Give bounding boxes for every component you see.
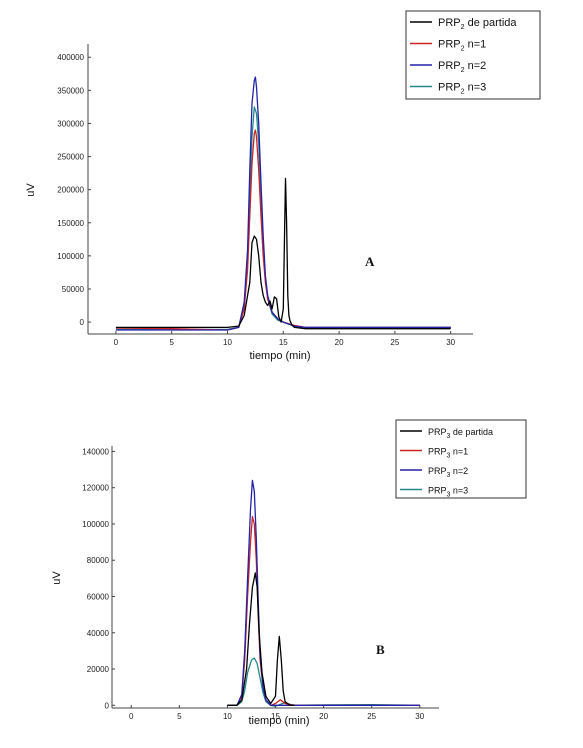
y-tick-label: 80000: [87, 556, 110, 565]
series-line-n2: [227, 479, 420, 706]
y-tick-label: 40000: [87, 629, 110, 638]
legend-entry: PRP3 n=3: [428, 486, 468, 499]
x-tick-label: 5: [169, 338, 174, 347]
x-tick-label: 20: [335, 338, 344, 347]
legend-entry: PRP2 n=1: [438, 39, 486, 53]
series-line-n3: [227, 657, 420, 707]
legend: PRP3 de partida PRP3 n=1 PRP3 n=2 PRP3 n=3: [395, 419, 527, 499]
x-axis-label: tiempo (min): [248, 715, 309, 727]
y-tick-label: 60000: [87, 592, 110, 601]
legend-entry: PRP2 n=3: [438, 82, 486, 96]
y-tick-label: 400000: [57, 53, 84, 62]
y-tick-label: 100000: [82, 520, 109, 529]
y-tick-label: 20000: [87, 665, 110, 674]
panel-letter: B: [376, 642, 385, 657]
legend-entry: PRP3 n=1: [428, 447, 468, 460]
y-tick-label: 300000: [57, 119, 84, 128]
legend-entry: PRP2 de partida: [438, 17, 517, 31]
y-tick-label: 50000: [62, 285, 85, 294]
x-tick-label: 25: [367, 712, 376, 721]
legend-box: [395, 419, 527, 499]
y-axis-label: uV: [51, 571, 63, 585]
series-line-de-partida: [115, 177, 451, 330]
x-tick-label: 5: [177, 712, 182, 721]
x-tick-label: 0: [114, 338, 119, 347]
y-tick-label: 350000: [57, 86, 84, 95]
y-tick-label: 0: [105, 701, 110, 710]
x-tick-label: 0: [129, 712, 134, 721]
series-line-n2: [115, 76, 451, 331]
chart-panel-a: 0 50000 100000 150000 200000 250000 300000 3500…: [25, 10, 541, 362]
y-tick-label: 120000: [82, 484, 109, 493]
panel-letter: A: [365, 254, 375, 269]
y-tick-label: 0: [80, 318, 85, 327]
legend-box: [405, 10, 541, 100]
x-tick-label: 25: [390, 338, 399, 347]
series-line-de-partida: [227, 572, 295, 706]
x-tick-label: 10: [223, 712, 232, 721]
legend-entry: PRP2 n=2: [438, 60, 486, 74]
x-tick-label: 10: [223, 338, 232, 347]
x-axis-label: tiempo (min): [249, 350, 310, 362]
y-tick-label: 250000: [57, 153, 84, 162]
y-tick-label: 100000: [57, 252, 84, 261]
y-tick-label: 200000: [57, 186, 84, 195]
y-axis-label: uV: [25, 183, 37, 197]
x-tick-label: 15: [271, 712, 280, 721]
legend-entry: PRP3 n=2: [428, 466, 468, 479]
y-tick-label: 140000: [82, 447, 109, 456]
y-tick-label: 150000: [57, 219, 84, 228]
chart-panel-b: 0 20000 40000 60000 80000 100000 120000 140000 0…: [51, 419, 527, 727]
legend: PRP2 de partida PRP2 n=1 PRP2 n=2 PRP2 n=3: [405, 10, 541, 100]
x-tick-label: 30: [446, 338, 455, 347]
x-tick-label: 30: [415, 712, 424, 721]
legend-entry: PRP3 de partida: [428, 427, 493, 440]
x-tick-label: 15: [279, 338, 288, 347]
x-tick-label: 20: [319, 712, 328, 721]
